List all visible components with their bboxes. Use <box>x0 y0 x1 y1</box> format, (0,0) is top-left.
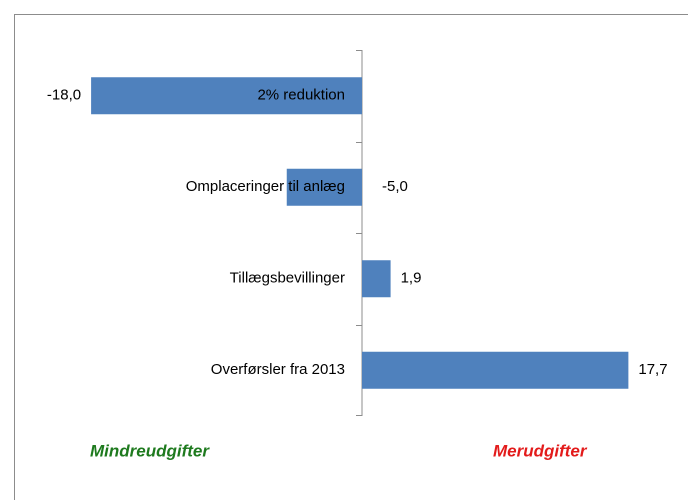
category-label: Overførsler fra 2013 <box>211 361 345 378</box>
category-label: 2% reduktion <box>257 87 345 104</box>
bar <box>362 351 629 389</box>
value-label: 1,9 <box>401 270 422 287</box>
value-label: 17,7 <box>638 361 667 378</box>
annotation: Merudgifter <box>493 441 588 460</box>
category-label: Tillægsbevillinger <box>230 270 345 287</box>
bar <box>91 77 362 115</box>
bar <box>286 168 362 206</box>
bar <box>362 260 391 298</box>
annotation: Mindreudgifter <box>90 441 210 460</box>
value-label: -18,0 <box>47 87 81 104</box>
value-label: -5,0 <box>382 178 408 195</box>
category-label: Omplaceringer til anlæg <box>186 178 345 195</box>
